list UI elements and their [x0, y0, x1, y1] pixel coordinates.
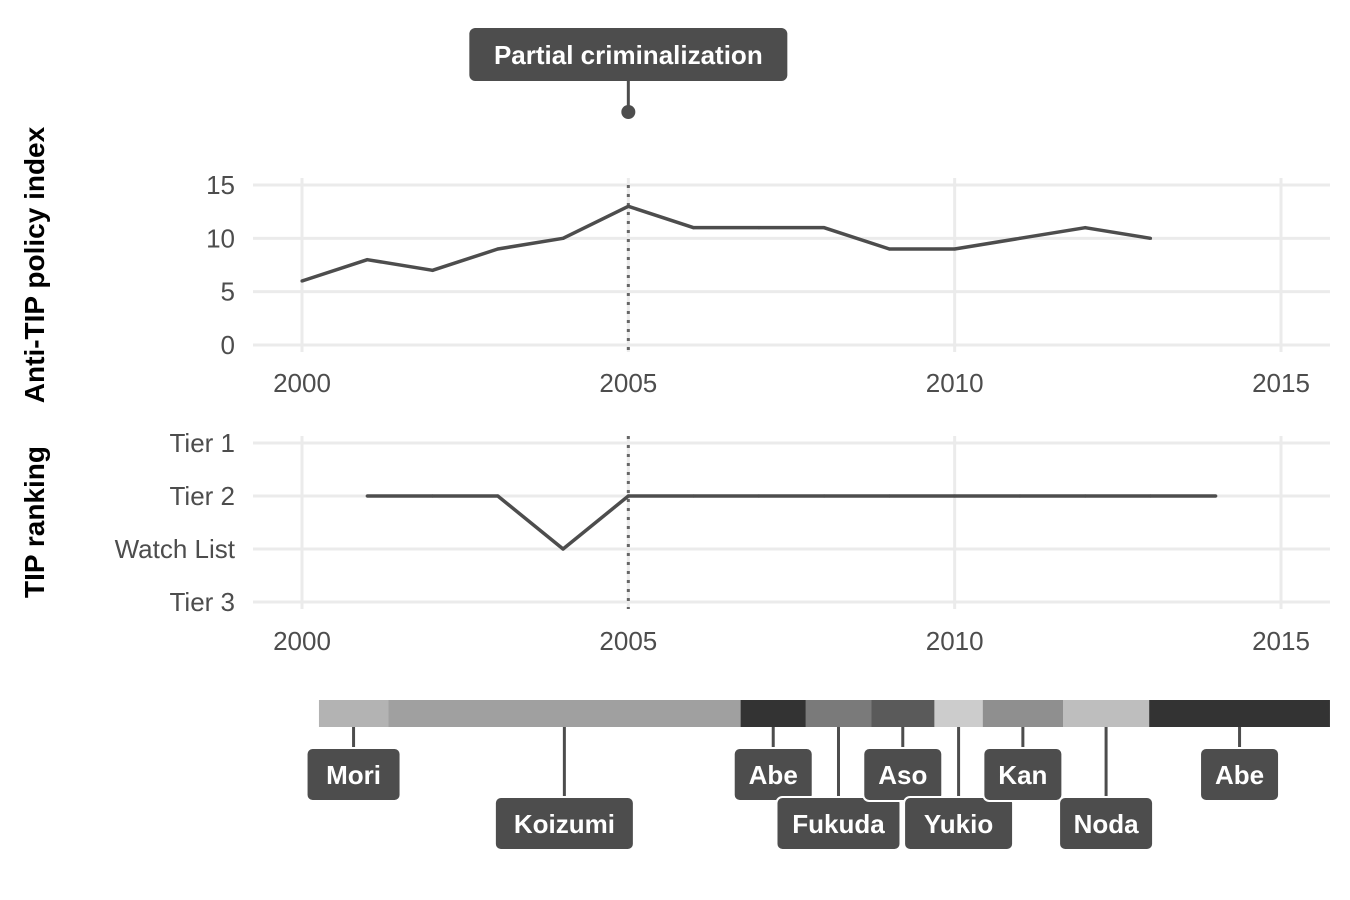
timeline-label-box: [1058, 796, 1155, 851]
timeline-label-box: [732, 747, 814, 802]
timeline-label: Mori: [326, 760, 381, 790]
timeline-label: Noda: [1074, 809, 1140, 839]
timeline-segment: [934, 700, 983, 727]
y-axis-label-tip-ranking: TIP ranking: [19, 446, 50, 598]
data-point: [561, 236, 565, 240]
x-tick-label: 2000: [273, 626, 331, 656]
data-point: [1083, 226, 1087, 230]
timeline-segment: [318, 700, 389, 727]
tip-ranking-panel: Tier 3 Watch List Tier 2 Tier 1 2000 2005 2010…: [115, 428, 1330, 656]
y-tick-label: 0: [221, 330, 235, 360]
data-point: [757, 226, 761, 230]
timeline-label-box: [862, 747, 944, 802]
series-line-policy-index: [301, 204, 1151, 283]
data-point: [496, 494, 500, 498]
data-point: [365, 494, 369, 498]
data-point: [365, 258, 369, 262]
timeline-segment: [1149, 700, 1330, 727]
timeline-label-box: [493, 796, 635, 851]
timeline-label-box: [982, 747, 1064, 802]
policy-index-panel: 0 5 10 15 2000 2005 2010 2015 Partial criminaliz…: [206, 28, 1330, 398]
data-point: [561, 547, 565, 551]
data-point: [430, 494, 435, 498]
timeline-label: Kan: [998, 760, 1047, 790]
timeline-label-box: [1199, 747, 1281, 802]
data-point: [626, 204, 630, 208]
data-point: [953, 494, 957, 498]
x-tick-label: 2015: [1252, 368, 1310, 398]
x-tick-label: 2010: [926, 626, 984, 656]
data-point: [757, 494, 761, 498]
y-tick-label: Watch List: [115, 534, 236, 564]
timeline-label: Koizumi: [514, 809, 615, 839]
timeline-segment: [740, 700, 806, 727]
y-tick-label: Tier 3: [170, 587, 236, 617]
data-point: [887, 247, 892, 251]
data-point: [1018, 236, 1022, 240]
timeline-label: Abe: [749, 760, 798, 790]
y-tick-label: Tier 1: [170, 428, 236, 458]
timeline-label-box: [305, 747, 402, 802]
data-point: [626, 494, 630, 498]
y-tick-label: 10: [206, 223, 235, 253]
data-point: [1148, 494, 1153, 498]
timeline-label-box: [775, 796, 902, 851]
x-tick-label: 2015: [1252, 626, 1310, 656]
timeline-label: Abe: [1215, 760, 1264, 790]
data-point: [692, 226, 696, 230]
timeline-segment: [1063, 700, 1150, 727]
y-tick-label: 5: [221, 277, 235, 307]
y-tick-label: Tier 2: [170, 481, 236, 511]
data-point: [430, 268, 435, 272]
x-tick-label: 2005: [599, 368, 657, 398]
data-point: [300, 279, 304, 283]
annotation-point: [621, 105, 636, 119]
data-point: [496, 247, 500, 251]
data-point: [822, 494, 826, 498]
y-axis-label-policy-index: Anti-TIP policy index: [19, 126, 50, 403]
x-tick-label: 2005: [599, 626, 657, 656]
series-line-tip-ranking: [367, 494, 1216, 551]
timeline-segment: [982, 700, 1064, 727]
x-tick-label: 2000: [273, 368, 331, 398]
annotation-label: Partial criminalization: [494, 40, 763, 70]
data-point: [1018, 494, 1022, 498]
data-point: [953, 247, 957, 251]
data-point: [1214, 494, 1218, 498]
timeline-label: Yukio: [924, 809, 993, 839]
timeline-label: Fukuda: [792, 809, 885, 839]
data-point: [1148, 236, 1153, 240]
timeline-segment: [388, 700, 741, 727]
timeline-segment: [805, 700, 872, 727]
data-point: [1083, 494, 1087, 498]
data-point: [887, 494, 892, 498]
data-point: [692, 494, 696, 498]
timeline-label: Aso: [878, 760, 927, 790]
data-point: [822, 226, 826, 230]
annotation-box: [469, 28, 788, 81]
x-tick-label: 2010: [926, 368, 984, 398]
y-tick-label: 15: [206, 170, 235, 200]
timeline-segment: [871, 700, 935, 727]
timeline-label-box: [903, 796, 1015, 851]
